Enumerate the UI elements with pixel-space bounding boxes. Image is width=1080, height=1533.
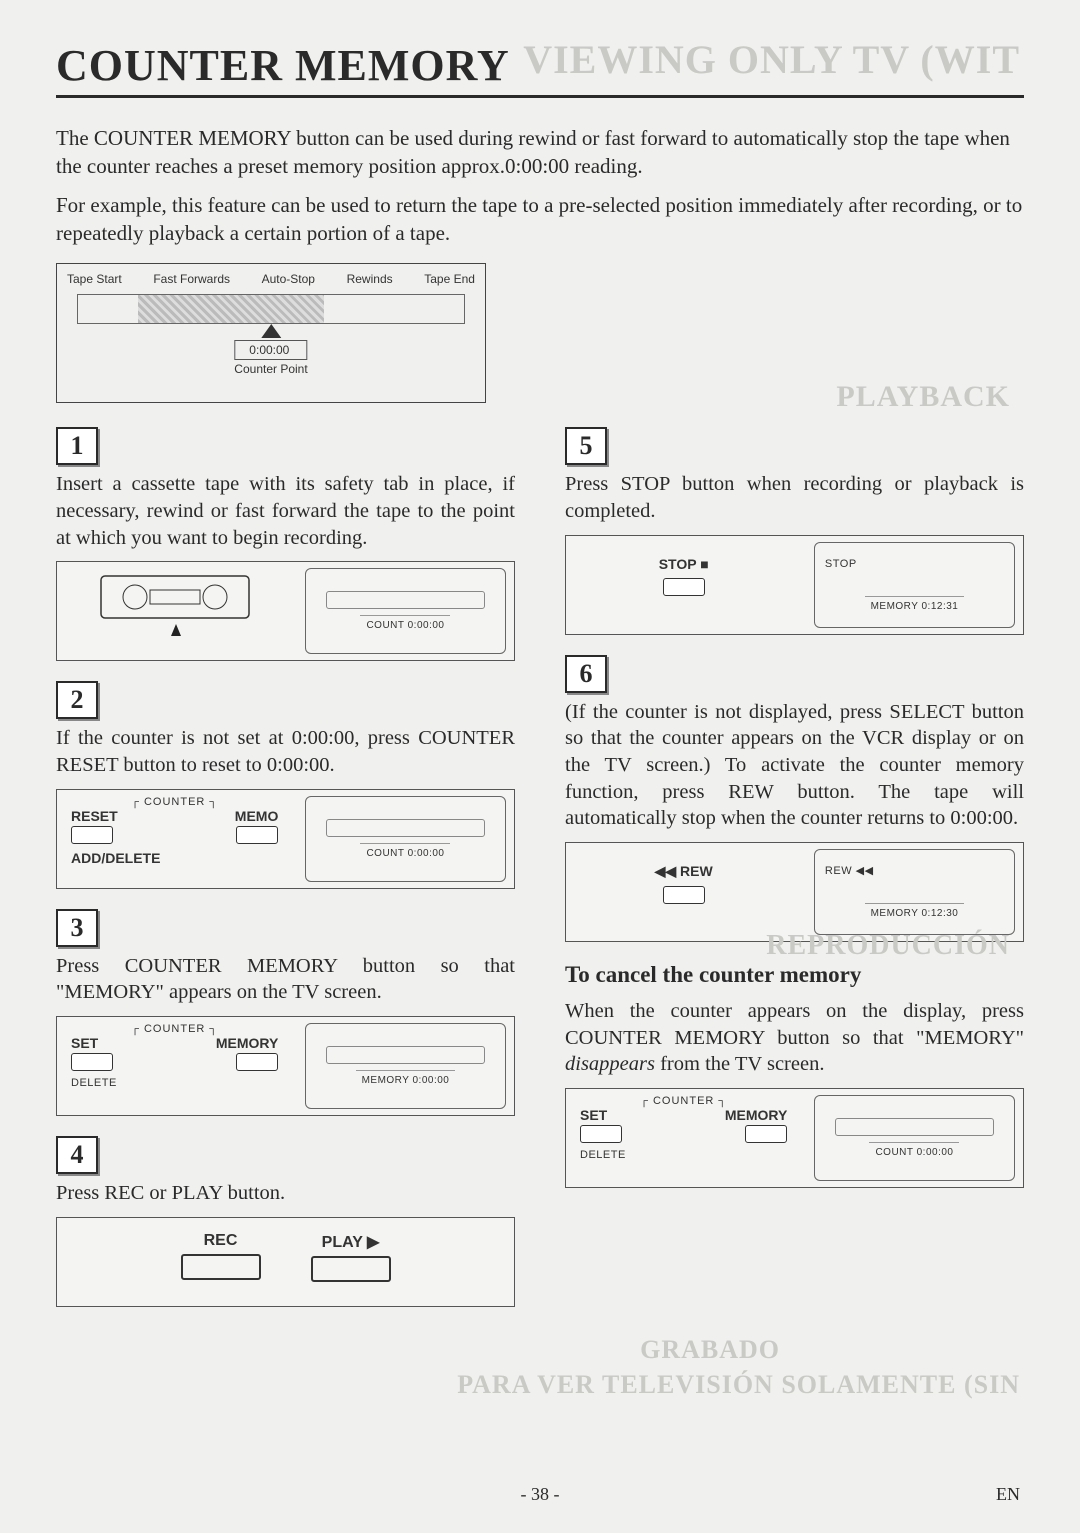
rew-button[interactable] [663, 886, 705, 904]
play-button[interactable] [311, 1256, 391, 1282]
step-number: 2 [56, 681, 98, 719]
tape-diagram: Tape Start Fast Forwards Auto-Stop Rewin… [56, 263, 486, 403]
counter-point-label: Counter Point [234, 362, 307, 376]
lcd-readout: MEMORY 0:00:00 [356, 1070, 456, 1086]
step-text: If the counter is not set at 0:00:00, pr… [56, 725, 515, 778]
ghost-text: PLAYBACK [836, 380, 1010, 414]
lcd-readout: MEMORY 0:12:31 [865, 596, 965, 612]
memo-label: MEMO [235, 808, 279, 824]
memory-button[interactable] [745, 1125, 787, 1143]
lcd-status: STOP [815, 558, 857, 570]
cancel-text: When the counter appears on the display,… [565, 998, 1024, 1078]
figure-remote-memory: ┌ COUNTER ┐ SET MEMORY DELETE MEMORY 0:0… [56, 1016, 515, 1116]
remote-header: COUNTER [144, 1023, 205, 1035]
rec-label: REC [181, 1232, 261, 1250]
figure-cancel: ┌ COUNTER ┐ SET MEMORY DELETE COUNT 0:00… [565, 1088, 1024, 1188]
set-button[interactable] [71, 1053, 113, 1071]
intro-paragraph-2: For example, this feature can be used to… [56, 191, 1024, 248]
ghost-text: GRABADO [640, 1335, 780, 1365]
rec-button[interactable] [181, 1254, 261, 1280]
tape-label: Tape Start [67, 272, 122, 286]
stop-label: STOP ■ [574, 556, 793, 572]
page-title: COUNTER MEMORY [56, 40, 1024, 91]
figure-remote-reset: ┌ COUNTER ┐ RESET MEMO ADD/DELETE COUNT … [56, 789, 515, 889]
page-footer: - 38 - EN [0, 1484, 1080, 1505]
title-underline [56, 95, 1024, 98]
set-button[interactable] [580, 1125, 622, 1143]
left-column: 1 Insert a cassette tape with its safety… [56, 427, 515, 1326]
set-label: SET [71, 1035, 98, 1051]
lcd-readout: COUNT 0:00:00 [869, 1142, 959, 1158]
rew-label: ◀◀ REW [574, 863, 793, 880]
memory-label: MEMORY [725, 1107, 787, 1123]
memory-button[interactable] [236, 1053, 278, 1071]
stop-button[interactable] [663, 578, 705, 596]
step-text: Insert a cassette tape with its safety t… [56, 471, 515, 551]
memory-button[interactable] [236, 826, 278, 844]
tape-label: Auto-Stop [262, 272, 315, 286]
figure-rec-play: REC PLAY ▶ [56, 1217, 515, 1307]
ghost-text: PARA VER TELEVISIÓN SOLAMENTE (SIN [457, 1370, 1020, 1400]
tape-label: Rewinds [347, 272, 393, 286]
lcd-readout: COUNT 0:00:00 [360, 843, 450, 859]
step-number: 5 [565, 427, 607, 465]
remote-header: COUNTER [144, 796, 205, 808]
step-text: (If the counter is not displayed, press … [565, 699, 1024, 832]
cancel-text-part: When the counter appears on the display,… [565, 1000, 1024, 1049]
lcd-readout: MEMORY 0:12:30 [865, 903, 965, 919]
reset-label: RESET [71, 808, 118, 824]
delete-label: DELETE [65, 1077, 284, 1089]
figure-cassette: COUNT 0:00:00 [56, 561, 515, 661]
set-label: SET [580, 1107, 607, 1123]
step-number: 1 [56, 427, 98, 465]
add-delete-label: ADD/DELETE [65, 850, 284, 866]
step-text: Press REC or PLAY button. [56, 1180, 515, 1207]
memory-label: MEMORY [216, 1035, 278, 1051]
cancel-text-italic: disappears [565, 1053, 655, 1075]
remote-header: COUNTER [653, 1095, 714, 1107]
lang-code: EN [996, 1484, 1020, 1505]
play-label: PLAY ▶ [311, 1232, 391, 1252]
step-text: Press COUNTER MEMORY button so that "MEM… [56, 953, 515, 1006]
lcd-readout: COUNT 0:00:00 [360, 615, 450, 631]
figure-stop: STOP ■ STOP MEMORY 0:12:31 [565, 535, 1024, 635]
step-number: 4 [56, 1136, 98, 1174]
tape-label: Tape End [424, 272, 475, 286]
lcd-status: REW ◀◀ [815, 864, 874, 877]
cancel-text-part: from the TV screen. [655, 1053, 824, 1075]
tape-label: Fast Forwards [153, 272, 230, 286]
step-number: 3 [56, 909, 98, 947]
delete-label: DELETE [574, 1149, 793, 1161]
step-text: Press STOP button when recording or play… [565, 471, 1024, 524]
figure-rew: ◀◀ REW REW ◀◀ MEMORY 0:12:30 [565, 842, 1024, 942]
page-number: - 38 - [521, 1484, 560, 1505]
step-number: 6 [565, 655, 607, 693]
intro-paragraph-1: The COUNTER MEMORY button can be used du… [56, 124, 1024, 181]
cancel-heading: To cancel the counter memory [565, 962, 1024, 988]
right-column: 5 Press STOP button when recording or pl… [565, 427, 1024, 1326]
reset-button[interactable] [71, 826, 113, 844]
counter-value: 0:00:00 [234, 340, 307, 360]
